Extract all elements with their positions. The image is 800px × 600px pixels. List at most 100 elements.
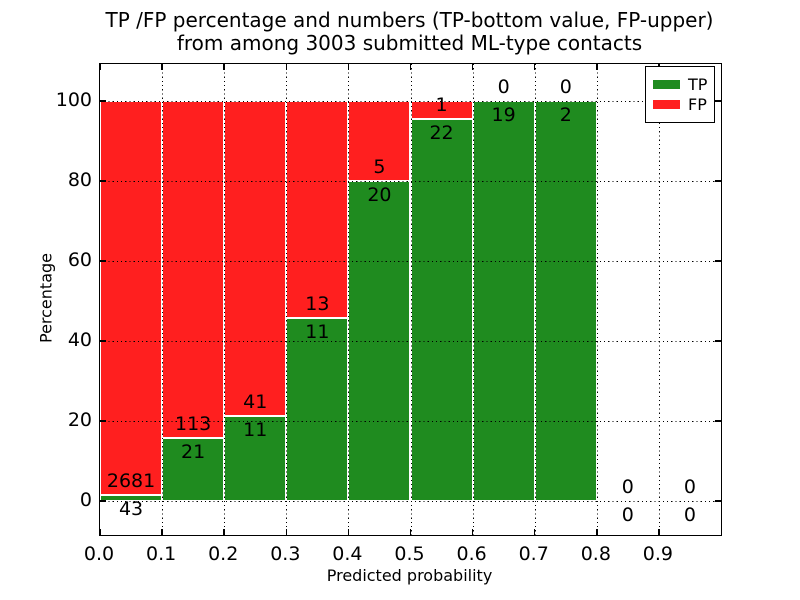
- bar-fp-0.1-0.2: [162, 101, 225, 439]
- y-tick-mark-left: [100, 100, 106, 102]
- y-tick-mark-left: [100, 420, 106, 422]
- x-tick-label: 0.6: [456, 543, 487, 565]
- fp-count-label: 5: [373, 156, 386, 179]
- y-tick-mark-right: [715, 260, 721, 262]
- x-tick-label: 0.5: [394, 543, 425, 565]
- y-tick-label: 60: [67, 248, 92, 271]
- x-tick-mark-bottom: [347, 529, 350, 535]
- x-tick-label: 0.1: [145, 543, 177, 565]
- bar-fp-0.2-0.3: [224, 101, 287, 417]
- bar-fp-0.0-0.1: [100, 101, 163, 495]
- legend: TP FP: [645, 66, 715, 123]
- legend-entry-tp: TP: [653, 74, 708, 94]
- tp-count-label: 21: [181, 441, 206, 464]
- y-tick-mark-right: [715, 100, 721, 102]
- legend-label-tp: TP: [688, 74, 708, 94]
- fp-count-label: 0: [559, 76, 572, 99]
- x-tick-mark-top: [347, 64, 350, 70]
- y-tick-label: 20: [67, 408, 92, 431]
- y-axis-label: Percentage: [36, 252, 56, 344]
- x-tick-mark-bottom: [409, 529, 412, 535]
- chart-title-line1: TP /FP percentage and numbers (TP-bottom…: [105, 8, 714, 32]
- x-tick-mark-top: [471, 64, 474, 70]
- x-tick-label: 0.4: [332, 543, 363, 565]
- fp-count-label: 13: [305, 292, 330, 315]
- tp-count-label: 11: [243, 419, 268, 442]
- x-tick-mark-top: [285, 64, 288, 70]
- x-tick-mark-top: [596, 64, 598, 70]
- x-tick-label: 0.2: [208, 543, 239, 565]
- x-tick-mark-bottom: [658, 529, 660, 535]
- y-tick-mark-right: [715, 420, 721, 422]
- tp-count-label: 43: [118, 497, 144, 520]
- tp-count-label: 22: [429, 121, 454, 144]
- tp-count-label: 20: [367, 184, 392, 207]
- gridline-x-0.8: [596, 64, 598, 535]
- bar-tp-0.6-0.7: [472, 101, 535, 501]
- fp-count-label: 1: [435, 93, 448, 116]
- x-tick-label: 0.3: [270, 543, 301, 565]
- fp-color-swatch: [653, 100, 680, 109]
- x-tick-mark-top: [161, 64, 163, 70]
- gridline-x-0.3: [286, 64, 288, 535]
- bar-tp-0.1-0.2: [162, 438, 225, 501]
- y-tick-mark-left: [100, 340, 106, 342]
- y-tick-mark-right: [715, 180, 721, 182]
- bar-tp-0.0-0.1: [100, 494, 163, 501]
- gridline-x-0.1: [162, 64, 164, 535]
- chart-title: TP /FP percentage and numbers (TP-bottom…: [99, 9, 720, 55]
- y-tick-label: 40: [67, 328, 92, 351]
- x-tick-mark-top: [409, 64, 412, 70]
- plot-area: 2681 43 113 21 41 11 13 11 5 20 1 22 0 19 0 2 0 0 0 0: [99, 63, 722, 536]
- x-tick-mark-top: [533, 64, 536, 70]
- bar-tp-0.5-0.6: [410, 118, 473, 501]
- x-tick-mark-bottom: [533, 529, 536, 535]
- y-tick-mark-left: [100, 500, 106, 502]
- fp-count-label: 0: [683, 476, 696, 498]
- fp-count-label: 2681: [106, 469, 156, 492]
- y-tick-label: 80: [67, 168, 92, 191]
- gridline-x-0.6: [472, 64, 474, 535]
- gridline-x-0.2: [224, 64, 226, 535]
- gridline-x-0.5: [410, 64, 412, 535]
- y-tick-label: 0: [79, 488, 92, 511]
- tp-count-label: 2: [559, 104, 572, 127]
- tp-color-swatch: [653, 80, 680, 89]
- x-tick-mark-bottom: [161, 529, 163, 535]
- x-tick-mark-bottom: [596, 529, 598, 535]
- y-tick-mark-right: [715, 500, 721, 502]
- tp-count-label: 0: [621, 504, 634, 526]
- y-tick-label: 100: [55, 88, 92, 111]
- chart-title-line2: from among 3003 submitted ML-type contac…: [176, 31, 643, 55]
- tp-count-label: 11: [305, 320, 330, 343]
- bar-fp-0.3-0.4: [286, 101, 349, 318]
- x-tick-label: 0.9: [642, 543, 673, 565]
- fp-count-label: 41: [243, 391, 268, 414]
- fp-count-label: 113: [175, 413, 212, 436]
- x-tick-mark-top: [223, 64, 225, 70]
- legend-entry-fp: FP: [653, 94, 707, 114]
- y-tick-mark-left: [100, 260, 106, 262]
- y-tick-mark-left: [100, 180, 106, 182]
- gridline-x-0.7: [534, 64, 536, 535]
- x-tick-mark-bottom: [285, 529, 288, 535]
- fp-count-label: 0: [497, 76, 510, 99]
- x-tick-mark-bottom: [471, 529, 474, 535]
- bar-tp-0.7-0.8: [534, 101, 597, 501]
- x-tick-mark-bottom: [99, 529, 101, 535]
- bar-tp-0.3-0.4: [286, 317, 349, 501]
- x-axis-label: Predicted probability: [326, 566, 493, 585]
- x-tick-label: 0.8: [580, 543, 611, 565]
- gridline-x-0.9: [658, 64, 660, 535]
- x-tick-mark-bottom: [223, 529, 225, 535]
- tp-count-label: 19: [491, 104, 516, 127]
- legend-label-fp: FP: [688, 94, 707, 114]
- tp-count-label: 0: [683, 504, 696, 526]
- bar-fp-0.4-0.5: [348, 101, 411, 182]
- x-tick-label: 0.0: [83, 543, 115, 565]
- y-tick-mark-right: [715, 340, 721, 342]
- x-tick-label: 0.7: [518, 543, 549, 565]
- bar-tp-0.4-0.5: [348, 181, 411, 501]
- x-tick-mark-top: [99, 64, 101, 70]
